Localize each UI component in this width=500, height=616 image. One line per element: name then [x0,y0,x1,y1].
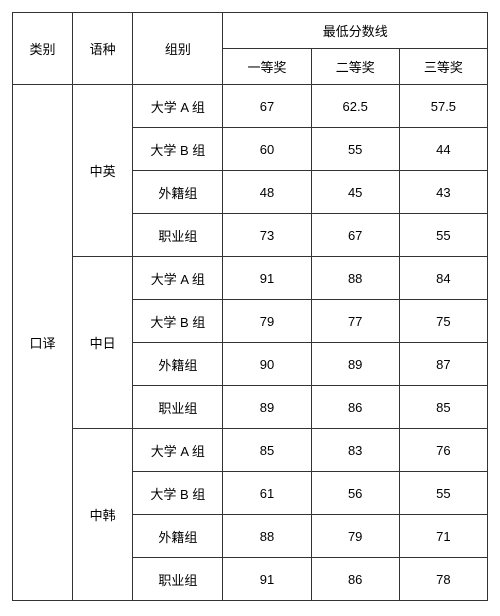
score-cell: 79 [223,300,311,343]
score-cell: 44 [399,128,487,171]
score-cell: 89 [223,386,311,429]
score-cell: 89 [311,343,399,386]
score-cell: 61 [223,472,311,515]
score-cell: 88 [311,257,399,300]
header-category: 类别 [13,13,73,85]
header-group: 组别 [133,13,223,85]
group-cell: 大学 A 组 [133,85,223,128]
score-cell: 71 [399,515,487,558]
score-cell: 55 [399,472,487,515]
score-cell: 57.5 [399,85,487,128]
score-cell: 83 [311,429,399,472]
score-cell: 86 [311,386,399,429]
score-cell: 60 [223,128,311,171]
score-cell: 76 [399,429,487,472]
score-cell: 55 [311,128,399,171]
header-prize1: 一等奖 [223,49,311,85]
score-cell: 73 [223,214,311,257]
group-cell: 职业组 [133,386,223,429]
score-cell: 56 [311,472,399,515]
score-cell: 85 [399,386,487,429]
group-cell: 职业组 [133,558,223,601]
group-cell: 大学 B 组 [133,472,223,515]
score-cell: 86 [311,558,399,601]
score-cell: 75 [399,300,487,343]
category-cell: 口译 [13,85,73,601]
score-cell: 62.5 [311,85,399,128]
score-cell: 87 [399,343,487,386]
score-cell: 91 [223,257,311,300]
score-cell: 67 [311,214,399,257]
score-cell: 91 [223,558,311,601]
score-cell: 43 [399,171,487,214]
group-cell: 大学 B 组 [133,300,223,343]
score-cell: 77 [311,300,399,343]
score-cell: 79 [311,515,399,558]
header-prize2: 二等奖 [311,49,399,85]
score-cell: 90 [223,343,311,386]
score-cell: 45 [311,171,399,214]
header-prize3: 三等奖 [399,49,487,85]
group-cell: 大学 B 组 [133,128,223,171]
group-cell: 职业组 [133,214,223,257]
language-cell: 中英 [73,85,133,257]
score-cell: 85 [223,429,311,472]
group-cell: 外籍组 [133,171,223,214]
score-cell: 84 [399,257,487,300]
score-cell: 67 [223,85,311,128]
header-score: 最低分数线 [223,13,488,49]
score-cell: 88 [223,515,311,558]
score-cell: 78 [399,558,487,601]
score-cell: 48 [223,171,311,214]
language-cell: 中日 [73,257,133,429]
score-table: 类别 语种 组别 最低分数线 一等奖 二等奖 三等奖 口译 中英 大学 A 组 … [12,12,488,601]
group-cell: 外籍组 [133,515,223,558]
score-cell: 55 [399,214,487,257]
group-cell: 大学 A 组 [133,429,223,472]
header-language: 语种 [73,13,133,85]
language-cell: 中韩 [73,429,133,601]
group-cell: 外籍组 [133,343,223,386]
group-cell: 大学 A 组 [133,257,223,300]
